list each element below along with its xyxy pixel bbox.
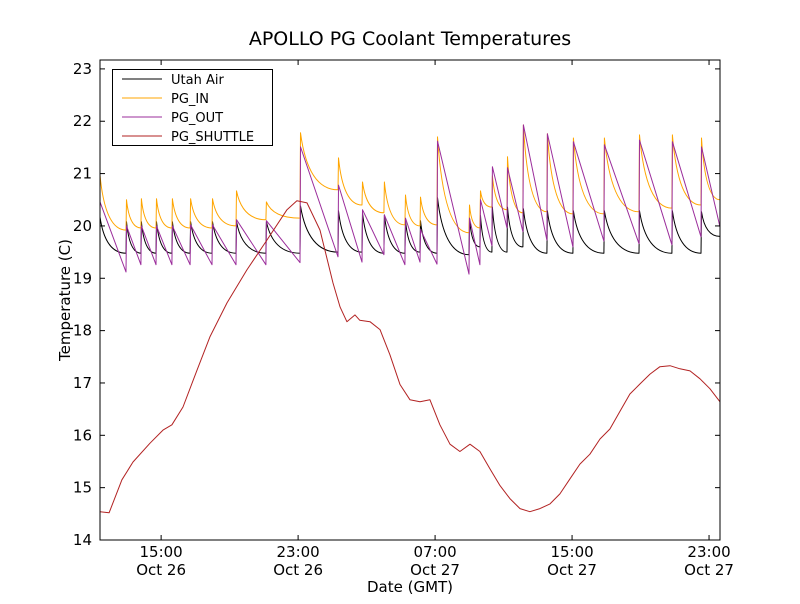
y-tick-label: 22 xyxy=(73,112,92,130)
y-tick-label: 14 xyxy=(73,531,92,549)
series-line-pg-shuttle xyxy=(100,200,720,514)
legend-label: PG_OUT xyxy=(171,111,223,126)
x-tick-time: 15:00 xyxy=(550,543,593,561)
legend-label: PG_IN xyxy=(171,92,209,107)
x-tick-date: Oct 27 xyxy=(410,561,460,579)
chart-title: APOLLO PG Coolant Temperatures xyxy=(249,28,571,50)
x-tick-time: 15:00 xyxy=(140,543,183,561)
x-tick-date: Oct 26 xyxy=(136,561,186,579)
y-axis-label: Temperature (C) xyxy=(56,239,74,362)
x-tick-date: Oct 27 xyxy=(547,561,597,579)
legend: Utah Air PG_IN PG_OUT PG_SHUTTLE xyxy=(112,69,273,146)
x-tick-time: 07:00 xyxy=(413,543,456,561)
series-line-pg-in xyxy=(100,124,720,234)
x-tick-time: 23:00 xyxy=(276,543,319,561)
y-tick-label: 21 xyxy=(73,165,92,183)
series-line-pg-out xyxy=(100,124,720,275)
x-axis-label: Date (GMT) xyxy=(367,578,453,596)
y-tick-label: 18 xyxy=(73,322,92,340)
plot-frame xyxy=(99,59,721,541)
legend-label: Utah Air xyxy=(171,73,224,88)
y-tick-label: 23 xyxy=(73,60,92,78)
y-tick-label: 20 xyxy=(73,217,92,235)
legend-label: PG_SHUTTLE xyxy=(171,130,254,145)
x-tick-date: Oct 26 xyxy=(273,561,323,579)
series-line-utah-air xyxy=(100,197,720,256)
y-tick-label: 16 xyxy=(73,426,92,444)
legend-box xyxy=(112,69,273,146)
y-tick-label: 19 xyxy=(73,269,92,287)
y-tick-label: 17 xyxy=(73,374,92,392)
y-tick-label: 15 xyxy=(73,479,92,497)
x-tick-date: Oct 27 xyxy=(684,561,734,579)
series-layer xyxy=(100,124,720,514)
x-tick-time: 23:00 xyxy=(687,543,730,561)
